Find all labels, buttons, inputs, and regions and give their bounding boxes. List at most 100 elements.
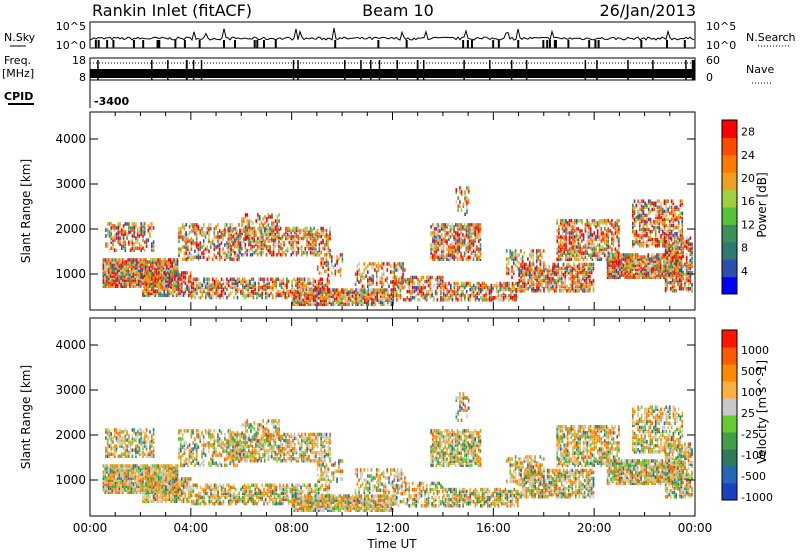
echo-cell [408, 298, 410, 302]
echo-cell [585, 223, 587, 227]
echo-cell [273, 235, 275, 239]
echo-cell [248, 249, 250, 253]
echo-cell [663, 253, 665, 257]
echo-cell [426, 276, 428, 280]
echo-cell [270, 286, 272, 290]
echo-cell [639, 240, 641, 244]
echo-cell [515, 253, 517, 257]
echo-cell [132, 247, 134, 251]
echo-cell [563, 219, 565, 223]
echo-cell [126, 260, 128, 264]
echo-cell [662, 216, 664, 220]
echo-cell [597, 221, 599, 225]
echo-cell [664, 210, 666, 214]
echo-cell [276, 278, 278, 282]
echo-cell [650, 236, 652, 240]
echo-cell [658, 214, 660, 218]
echo-cell [452, 290, 454, 294]
echo-cell [459, 245, 461, 249]
echo-cell [346, 296, 348, 300]
echo-cell [476, 296, 478, 300]
echo-cell [450, 294, 452, 298]
echo-cell [478, 298, 480, 302]
echo-cell [455, 231, 457, 235]
echo-cell [550, 273, 552, 277]
echo-cell [577, 279, 579, 283]
echo-cell [298, 227, 300, 231]
echo-cell [115, 276, 117, 280]
echo-cell [271, 221, 273, 225]
echo-cell [137, 228, 139, 232]
echo-cell [207, 245, 209, 249]
echo-cell [468, 198, 470, 202]
echo-cell [207, 292, 209, 296]
echo-cell [437, 223, 439, 227]
echo-cell [671, 199, 673, 203]
echo-cell [674, 206, 676, 210]
echo-cell [139, 247, 141, 251]
echo-cell [118, 230, 120, 234]
echo-cell [309, 288, 311, 292]
echo-cell [611, 237, 613, 241]
echo-cell [295, 280, 297, 284]
echo-cell [328, 251, 330, 255]
echo-cell [145, 258, 147, 262]
echo-cell [103, 278, 105, 282]
echo-cell [208, 237, 210, 241]
echo-cell [255, 231, 257, 235]
echo-cell [246, 294, 248, 298]
echo-cell [435, 278, 437, 282]
echo-cell [299, 288, 301, 292]
echo-cell [557, 283, 559, 287]
echo-cell [217, 251, 219, 255]
echo-cell [643, 244, 645, 248]
echo-cell [579, 263, 581, 267]
echo-cell [654, 276, 656, 280]
echo-cell [646, 218, 648, 222]
echo-cell [556, 265, 558, 269]
echo-cell [673, 214, 675, 218]
echo-cell [473, 284, 475, 288]
echo-cell [512, 282, 514, 286]
echo-cell [442, 276, 444, 280]
echo-cell [572, 225, 574, 229]
echo-cell [457, 298, 459, 302]
echo-cell [116, 236, 118, 240]
echo-cell [452, 223, 454, 227]
echo-cell [285, 227, 287, 231]
echo-cell [464, 223, 466, 227]
echo-cell [251, 278, 253, 282]
echo-cell [352, 294, 354, 298]
echo-cell [185, 275, 187, 279]
echo-cell [148, 224, 150, 228]
echo-cell [367, 278, 369, 282]
echo-cell [681, 220, 683, 224]
echo-cell [261, 229, 263, 233]
echo-cell [669, 220, 671, 224]
echo-cell [308, 296, 310, 300]
echo-cell [616, 239, 618, 243]
echo-cell [499, 298, 501, 302]
echo-cell [540, 289, 542, 293]
echo-cell [114, 234, 116, 238]
echo-cell [469, 294, 471, 298]
echo-cell [450, 284, 452, 288]
echo-cell [124, 260, 126, 264]
echo-cell [581, 239, 583, 243]
echo-cell [140, 273, 142, 277]
echo-cell [649, 257, 651, 261]
echo-cell [468, 186, 470, 190]
echo-cell [578, 235, 580, 239]
echo-cell [192, 223, 194, 227]
echo-cell [326, 253, 328, 257]
echo-cell [285, 249, 287, 253]
echo-cell [641, 232, 643, 236]
echo-cell [637, 276, 639, 280]
echo-cell [498, 298, 500, 302]
echo-cell [388, 262, 390, 266]
echo-cell [199, 245, 201, 249]
echo-cell [385, 296, 387, 300]
echo-cell [239, 288, 241, 292]
echo-cell [569, 247, 571, 251]
echo-cell [545, 265, 547, 269]
